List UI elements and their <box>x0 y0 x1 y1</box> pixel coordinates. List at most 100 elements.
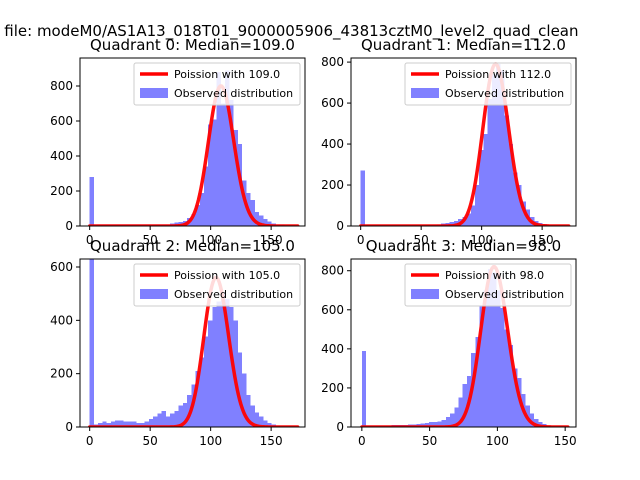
y-tick-label: 600 <box>321 303 344 317</box>
histogram-bar <box>106 423 111 427</box>
histogram-bar <box>237 352 243 427</box>
histogram-bar <box>136 423 141 427</box>
x-tick-label: 100 <box>199 233 222 247</box>
plot-area <box>360 265 570 427</box>
histogram-bar <box>254 212 260 226</box>
histogram-bar <box>250 199 255 226</box>
histogram-bar <box>424 423 430 427</box>
histogram-bar <box>259 215 264 226</box>
histogram-bar <box>199 192 204 226</box>
histogram-bar <box>449 221 454 226</box>
histogram-bar <box>513 368 518 427</box>
histogram-bar <box>487 98 492 226</box>
histogram-bar <box>263 420 268 427</box>
histogram-bar <box>361 350 367 427</box>
histogram-bar <box>220 293 226 427</box>
histogram-bar <box>157 413 162 427</box>
histogram-bar <box>208 320 213 427</box>
histogram-bar <box>454 407 459 427</box>
histogram-bar <box>483 290 488 427</box>
y-tick-label: 200 <box>321 381 344 395</box>
histogram-bar <box>89 259 94 427</box>
histogram-bar <box>466 213 471 226</box>
legend-box <box>404 263 572 307</box>
histogram-bar <box>267 423 272 427</box>
x-tick-label: 150 <box>260 233 283 247</box>
legend-box <box>133 62 301 106</box>
histogram-bar <box>165 416 171 427</box>
histogram-bar <box>89 177 94 226</box>
histogram-bar <box>144 421 149 427</box>
y-tick-label: 200 <box>50 184 73 198</box>
poisson-curve <box>360 265 570 427</box>
plot-area <box>358 62 571 226</box>
histogram-bar <box>216 301 221 427</box>
histogram-bar <box>474 185 480 226</box>
x-tick-label: 100 <box>470 233 493 247</box>
panels: 0 50 100 150 0 200 400 600 800 Quadrant 0: Median… <box>50 36 577 448</box>
histogram-bar <box>119 420 124 427</box>
x-tick-label: 50 <box>143 233 158 247</box>
histogram-bar <box>212 119 217 226</box>
histogram-bar <box>500 70 505 226</box>
legend-box <box>404 62 572 106</box>
histogram-bar <box>132 421 137 427</box>
histogram-bar <box>174 411 179 427</box>
x-tick-label: 0 <box>358 434 366 448</box>
histogram-bar <box>208 124 213 226</box>
histogram-bar <box>225 70 230 226</box>
histogram-bar <box>195 205 200 226</box>
histogram-bar <box>267 221 272 226</box>
legend-entry: Poission with 109.0 <box>174 68 280 81</box>
histogram-bar <box>487 268 493 427</box>
histogram-bar <box>429 422 434 427</box>
x-tick-label: 50 <box>414 233 429 247</box>
poisson-curve <box>358 62 571 226</box>
histogram-bar <box>420 423 425 427</box>
histogram-bar <box>161 411 166 427</box>
legend: Poission with 112.0 Observed distribution <box>404 62 572 106</box>
poisson-curve <box>87 84 300 226</box>
histogram-bar <box>475 337 480 427</box>
legend-bar-swatch <box>411 88 439 98</box>
histogram-bar <box>216 72 221 226</box>
histogram-bar <box>483 133 488 226</box>
x-tick-label: 50 <box>422 434 437 448</box>
histogram-bar <box>182 403 188 427</box>
legend-entry: Observed distribution <box>445 288 564 301</box>
histogram-bar <box>450 413 455 427</box>
y-tick-label: 800 <box>321 264 344 278</box>
histogram-bar <box>254 412 260 427</box>
y-tick-label: 400 <box>321 342 344 356</box>
histogram-bar <box>492 272 497 427</box>
histogram-bar <box>437 421 442 427</box>
histogram-bar <box>441 420 446 427</box>
x-tick-label: 50 <box>143 434 158 448</box>
histogram-bar <box>220 103 226 226</box>
histogram-bar <box>246 395 251 427</box>
histogram-bar <box>153 416 158 427</box>
panel-title: Quadrant 0: Median=109.0 <box>90 36 295 54</box>
legend-entry: Observed distribution <box>174 288 293 301</box>
legend-entry: Poission with 105.0 <box>174 269 280 282</box>
y-tick-label: 200 <box>50 367 73 381</box>
y-tick-label: 600 <box>50 260 73 274</box>
histogram-bar <box>212 307 217 427</box>
histogram-bar <box>513 172 518 226</box>
histogram-bar <box>433 422 438 427</box>
legend-entry: Observed distribution <box>174 87 293 100</box>
histogram-bar <box>242 373 247 427</box>
histogram-bar <box>496 64 501 226</box>
x-tick-label: 100 <box>486 434 509 448</box>
panel-1: 0 50 100 150 0 200 400 600 800 Quadrant 1: Median… <box>321 36 577 247</box>
legend: Poission with 109.0 Observed distribution <box>133 62 301 106</box>
legend-bar-swatch <box>411 289 439 299</box>
panel-0: 0 50 100 150 0 200 400 600 800 Quadrant 0: Median… <box>50 36 306 247</box>
histogram-bar <box>140 423 145 427</box>
histogram-bar <box>259 416 264 427</box>
histogram-bar <box>360 170 365 226</box>
histogram-bar <box>115 420 120 427</box>
y-tick-label: 800 <box>50 79 73 93</box>
histogram-bar <box>529 413 535 427</box>
